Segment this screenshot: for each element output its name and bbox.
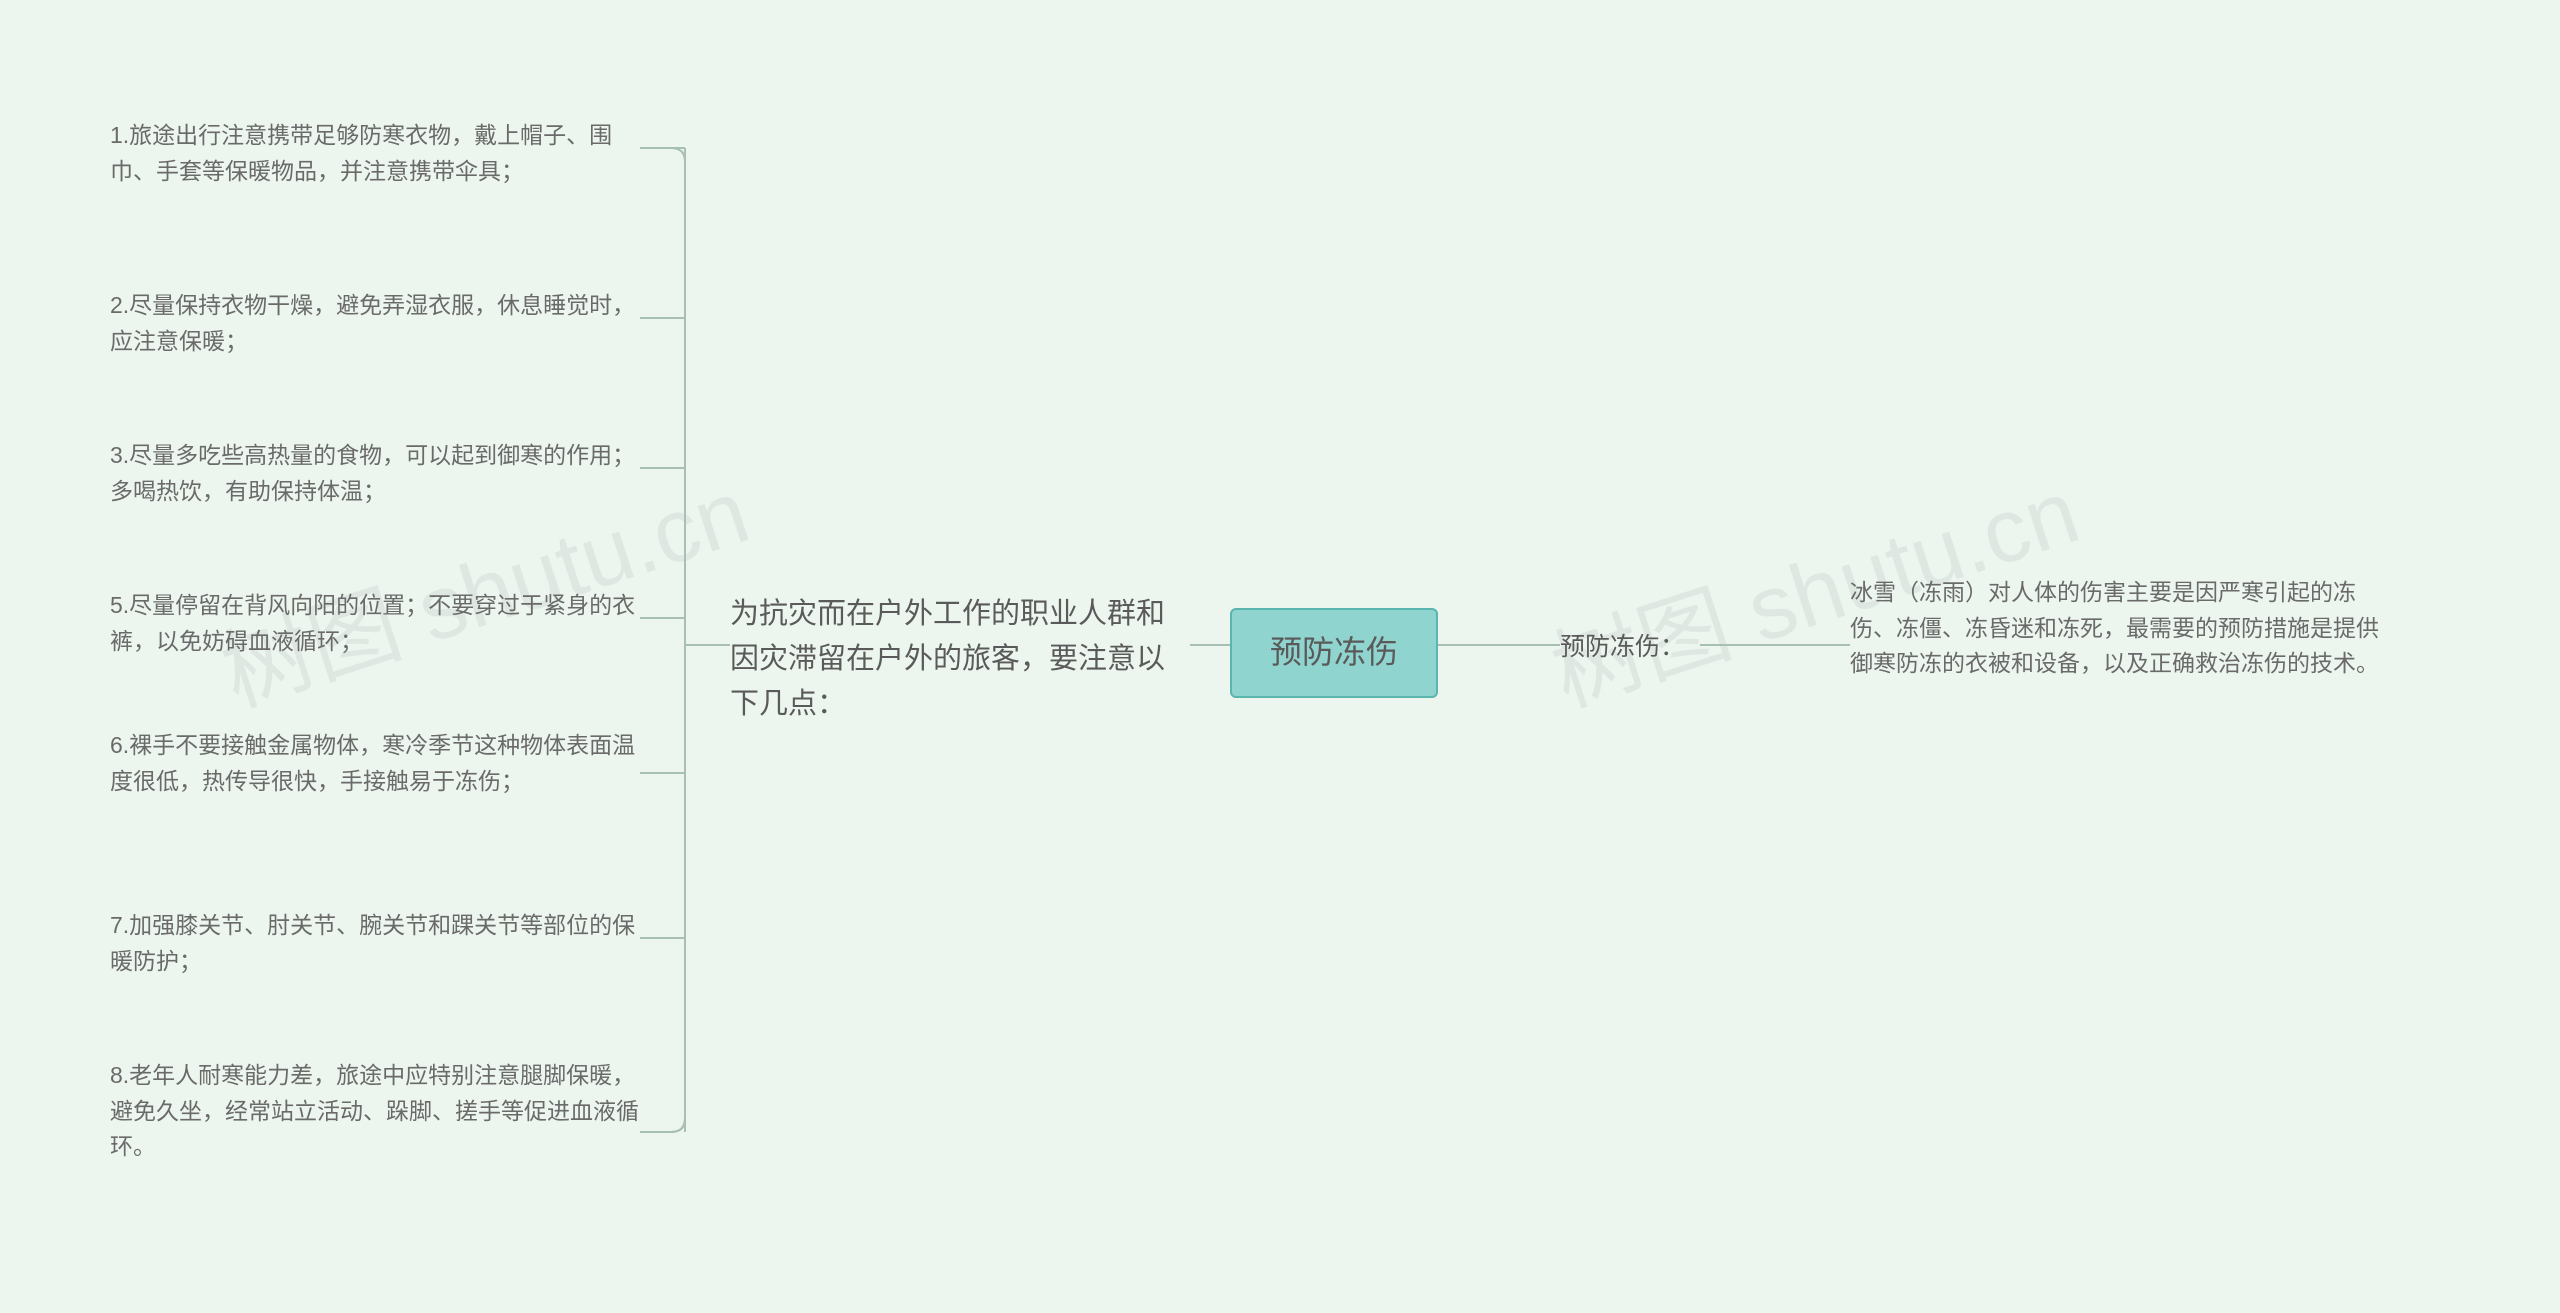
- tip-text: 2.尽量保持衣物干燥，避免弄湿衣服，休息睡觉时，应注意保暖；: [110, 292, 635, 354]
- tip-text: 1.旅途出行注意携带足够防寒衣物，戴上帽子、围巾、手套等保暖物品，并注意携带伞具…: [110, 122, 612, 184]
- left-main-label: 为抗灾而在户外工作的职业人群和因灾滞留在户外的旅客，要注意以下几点：: [730, 598, 1165, 720]
- tip-text: 5.尽量停留在背风向阳的位置；不要穿过于紧身的衣裤，以免妨碍血液循环；: [110, 592, 635, 654]
- root-label: 预防冻伤: [1270, 634, 1398, 670]
- tip-text: 8.老年人耐寒能力差，旅途中应特别注意腿脚保暖，避免久坐，经常站立活动、跺脚、搓…: [110, 1062, 639, 1159]
- tip-text: 6.裸手不要接触金属物体，寒冷季节这种物体表面温度很低，热传导很快，手接触易于冻…: [110, 732, 635, 794]
- tip-3[interactable]: 3.尽量多吃些高热量的食物，可以起到御寒的作用；多喝热饮，有助保持体温；: [110, 438, 640, 509]
- tip-2[interactable]: 2.尽量保持衣物干燥，避免弄湿衣服，休息睡觉时，应注意保暖；: [110, 288, 640, 359]
- tip-5[interactable]: 6.裸手不要接触金属物体，寒冷季节这种物体表面温度很低，热传导很快，手接触易于冻…: [110, 728, 640, 799]
- left-main-node[interactable]: 为抗灾而在户外工作的职业人群和因灾滞留在户外的旅客，要注意以下几点：: [730, 592, 1190, 727]
- right-detail-text: 冰雪（冻雨）对人体的伤害主要是因严寒引起的冻伤、冻僵、冻昏迷和冻死，最需要的预防…: [1850, 579, 2379, 676]
- right-branch-node[interactable]: 预防冻伤：: [1560, 628, 1685, 667]
- right-detail-node[interactable]: 冰雪（冻雨）对人体的伤害主要是因严寒引起的冻伤、冻僵、冻昏迷和冻死，最需要的预防…: [1850, 575, 2390, 682]
- root-node[interactable]: 预防冻伤: [1230, 608, 1438, 698]
- tip-1[interactable]: 1.旅途出行注意携带足够防寒衣物，戴上帽子、围巾、手套等保暖物品，并注意携带伞具…: [110, 118, 640, 189]
- tip-text: 3.尽量多吃些高热量的食物，可以起到御寒的作用；多喝热饮，有助保持体温；: [110, 442, 635, 504]
- right-branch-label: 预防冻伤：: [1560, 633, 1685, 661]
- tip-4[interactable]: 5.尽量停留在背风向阳的位置；不要穿过于紧身的衣裤，以免妨碍血液循环；: [110, 588, 640, 659]
- tip-text: 7.加强膝关节、肘关节、腕关节和踝关节等部位的保暖防护；: [110, 912, 635, 974]
- tip-6[interactable]: 7.加强膝关节、肘关节、腕关节和踝关节等部位的保暖防护；: [110, 908, 640, 979]
- tip-7[interactable]: 8.老年人耐寒能力差，旅途中应特别注意腿脚保暖，避免久坐，经常站立活动、跺脚、搓…: [110, 1058, 640, 1165]
